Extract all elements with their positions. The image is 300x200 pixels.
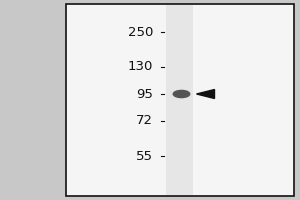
Text: 95: 95 [136,88,153,100]
Ellipse shape [173,90,190,98]
Bar [66,4,294,196]
Polygon shape [196,90,214,98]
Bar [167,5,194,195]
Text: 250: 250 [128,25,153,38]
Text: 130: 130 [128,60,153,73]
Text: 55: 55 [136,150,153,162]
Text: 72: 72 [136,114,153,128]
